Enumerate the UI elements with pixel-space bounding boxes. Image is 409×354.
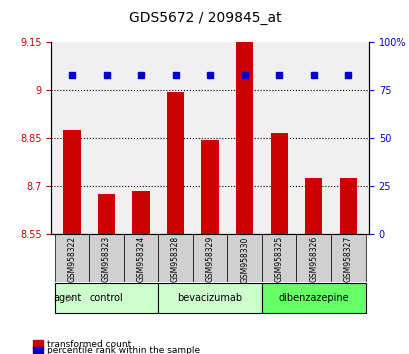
Text: GSM958329: GSM958329 [205,236,214,282]
Text: transformed count: transformed count [47,339,131,349]
Bar [63,130,81,234]
FancyBboxPatch shape [227,234,261,281]
Text: GSM958327: GSM958327 [343,236,352,282]
Text: GDS5672 / 209845_at: GDS5672 / 209845_at [128,11,281,25]
FancyBboxPatch shape [192,234,227,281]
Bar [236,42,253,234]
Bar [98,194,115,234]
Text: agent: agent [53,293,81,303]
Text: percentile rank within the sample: percentile rank within the sample [47,346,200,354]
Bar [201,140,218,234]
Bar [304,178,321,234]
Text: GSM958323: GSM958323 [102,236,111,282]
Bar [270,133,287,234]
Text: GSM958326: GSM958326 [308,236,317,282]
Text: GSM958330: GSM958330 [240,236,249,282]
FancyBboxPatch shape [54,234,89,281]
FancyBboxPatch shape [330,234,365,281]
FancyBboxPatch shape [158,283,261,313]
Text: GSM958324: GSM958324 [136,236,145,282]
Bar [132,191,149,234]
FancyBboxPatch shape [158,234,192,281]
Text: GSM958322: GSM958322 [67,236,76,282]
FancyBboxPatch shape [89,234,124,281]
Text: dibenzazepine: dibenzazepine [278,293,348,303]
FancyBboxPatch shape [261,234,296,281]
Text: control: control [90,293,123,303]
Bar [339,178,356,234]
Text: GSM958328: GSM958328 [171,236,180,282]
Bar [166,92,184,234]
FancyBboxPatch shape [296,234,330,281]
FancyBboxPatch shape [54,283,158,313]
Text: bevacizumab: bevacizumab [177,293,242,303]
Text: GSM958325: GSM958325 [274,236,283,282]
FancyBboxPatch shape [261,283,365,313]
FancyBboxPatch shape [124,234,158,281]
